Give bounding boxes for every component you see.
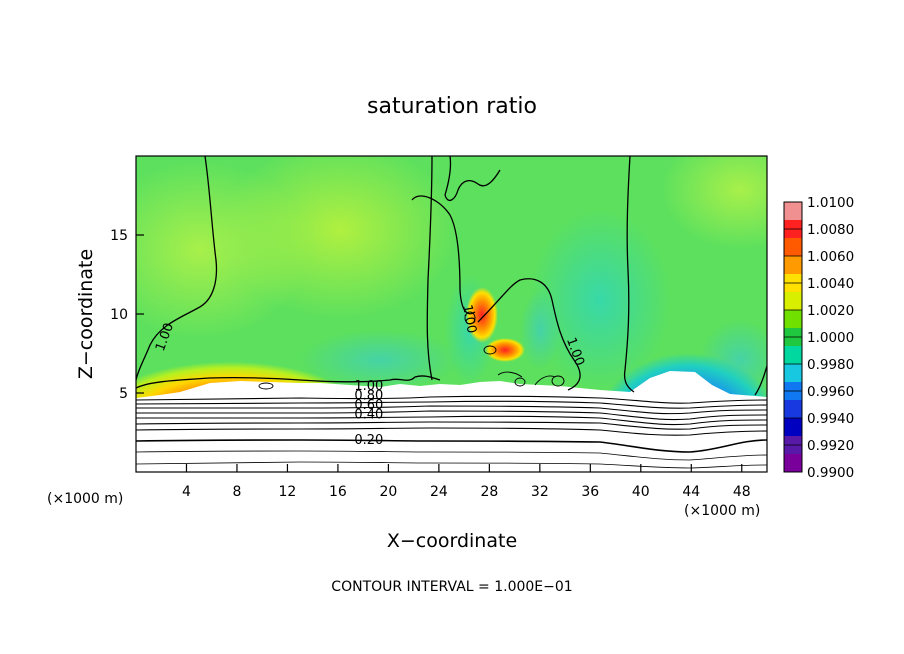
colorbar-swatch — [784, 310, 802, 329]
plot-area — [136, 156, 767, 472]
contour-label: 0.60 — [354, 398, 383, 413]
chart-title: saturation ratio — [367, 94, 537, 119]
x-tick-label: 12 — [279, 484, 297, 500]
x-unit-left: (×1000 m) — [47, 491, 123, 507]
colorbar-swatch — [784, 454, 802, 473]
colorbar-swatch — [784, 364, 802, 383]
x-tick-label: 32 — [531, 484, 549, 500]
colorbar-label: 0.9920 — [807, 438, 854, 454]
x-tick-label: 20 — [379, 484, 397, 500]
contour-label: 0.40 — [354, 408, 383, 423]
x-tick-label: 28 — [480, 484, 498, 500]
y-tick-label: 5 — [119, 386, 128, 402]
colorbar-swatch — [784, 292, 802, 311]
contour-label: 1.00 — [459, 303, 479, 334]
colorbar-label: 0.9960 — [807, 384, 854, 400]
contour-interval-note: CONTOUR INTERVAL = 1.000E−01 — [331, 579, 572, 595]
colorbar-label: 1.0020 — [807, 303, 854, 319]
colorbar-swatch — [784, 256, 802, 275]
contour-label: 1.00 — [354, 379, 383, 394]
lower-contours — [136, 395, 767, 469]
y-axis-label: Z−coordinate — [75, 249, 97, 379]
colorbar-label: 1.0040 — [807, 276, 854, 292]
y-axis-ticks: 5 10 15 — [110, 228, 144, 402]
unity-contours — [136, 156, 767, 396]
x-unit-right: (×1000 m) — [684, 503, 760, 519]
colorbar-swatch — [784, 418, 802, 437]
x-axis-ticks: 4 8 12 16 20 24 28 32 36 40 44 48 — [182, 464, 751, 500]
contour-label: 0.80 — [354, 389, 383, 404]
colorbar-swatch — [784, 202, 802, 221]
colorbar-label: 0.9980 — [807, 357, 854, 373]
x-tick-label: 48 — [733, 484, 751, 500]
colorbar: 1.0100 1.0080 1.0060 1.0040 1.0020 1.0000 0.99… — [783, 195, 854, 481]
x-tick-label: 24 — [430, 484, 448, 500]
colorbar-label: 1.0100 — [807, 195, 854, 211]
y-tick-label: 15 — [110, 228, 128, 244]
x-tick-label: 16 — [329, 484, 347, 500]
x-tick-label: 36 — [581, 484, 599, 500]
colorbar-swatch — [784, 400, 802, 419]
colorbar-label: 1.0080 — [807, 222, 854, 238]
x-tick-label: 4 — [182, 484, 191, 500]
colorbar-label: 0.9900 — [807, 465, 854, 481]
colorbar-label: 1.0000 — [807, 330, 854, 346]
contour-label: 0.20 — [354, 433, 383, 448]
x-tick-label: 8 — [232, 484, 241, 500]
y-tick-label: 10 — [110, 307, 128, 323]
colorbar-swatch — [784, 238, 802, 257]
small-contour-features — [258, 311, 565, 390]
colorbar-label: 1.0060 — [807, 249, 854, 265]
x-tick-label: 44 — [682, 484, 700, 500]
colorbar-label: 0.9940 — [807, 411, 854, 427]
x-axis-label: X−coordinate — [387, 530, 517, 552]
x-tick-label: 40 — [632, 484, 650, 500]
colorbar-swatch — [784, 346, 802, 365]
